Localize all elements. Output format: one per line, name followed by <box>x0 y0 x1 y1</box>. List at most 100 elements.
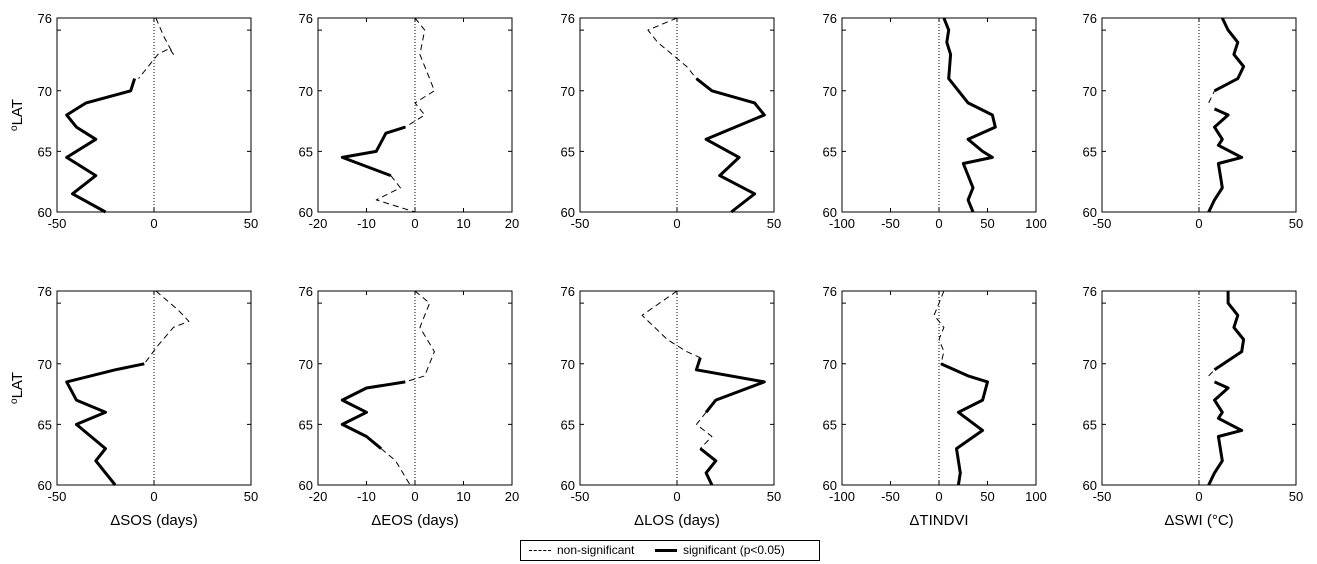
x-tick-label: 20 <box>505 489 519 504</box>
y-tick-label: 65 <box>823 417 837 432</box>
y-tick-label: 70 <box>561 357 575 372</box>
y-tick-label: 60 <box>561 205 575 220</box>
x-tick-label: -50 <box>881 489 900 504</box>
panel-1-4: -50 0 50 60 65 70 76 ΔSWI (°C) <box>1083 284 1304 529</box>
series-significant <box>65 362 145 486</box>
series-significant <box>942 17 997 213</box>
y-tick-label: 65 <box>299 144 313 159</box>
y-tick-label: 65 <box>299 417 313 432</box>
panel-0-1: -20 -10 0 10 20 60 65 70 76 <box>299 11 520 231</box>
x-tick-label: -50 <box>571 489 590 504</box>
y-axis-label: oLAT <box>9 99 27 131</box>
y-tick-label: 70 <box>823 84 837 99</box>
x-tick-label: 0 <box>1195 216 1202 231</box>
x-tick-label: 10 <box>456 216 470 231</box>
y-tick-label: 60 <box>299 478 313 493</box>
series-significant <box>340 380 406 450</box>
series-non-significant <box>1208 90 1215 104</box>
x-tick-label: 50 <box>1289 489 1303 504</box>
series-non-significant <box>143 290 190 365</box>
y-tick-label: 60 <box>823 205 837 220</box>
panel-1-0: -50 0 50 60 65 70 76 ΔSOS (days) <box>38 284 259 529</box>
series-significant <box>1207 380 1244 486</box>
axes-frame <box>317 17 513 213</box>
series-non-significant <box>405 17 435 128</box>
x-tick-label: 50 <box>980 216 994 231</box>
x-tick-label: 50 <box>244 489 258 504</box>
y-tick-label: 70 <box>299 357 313 372</box>
x-tick-label: -20 <box>309 216 328 231</box>
y-tick-label: 76 <box>38 11 52 26</box>
series-significant <box>1213 17 1246 93</box>
series-significant <box>694 357 766 414</box>
y-tick-label: 76 <box>561 284 575 299</box>
legend: non-significant significant (p<0.05) <box>520 540 820 561</box>
x-tick-label: 100 <box>1025 216 1047 231</box>
panel-0-2: -50 0 50 60 65 70 76 <box>561 11 782 231</box>
y-tick-label: 70 <box>1083 357 1097 372</box>
y-tick-label: 60 <box>299 205 313 220</box>
x-tick-label: -50 <box>48 216 67 231</box>
x-axis-label: ΔTINDVI <box>909 512 968 529</box>
panel-0-3: -100 -50 0 50 100 60 65 70 76 <box>823 11 1047 231</box>
series-significant <box>940 362 989 486</box>
x-tick-label: -100 <box>829 489 855 504</box>
y-tick-label: 76 <box>1083 284 1097 299</box>
legend-label-nonsig: non-significant <box>557 543 635 557</box>
y-tick-label: 60 <box>823 478 837 493</box>
series-significant <box>1213 291 1246 372</box>
panel-1-2: -50 0 50 60 65 70 76 ΔLOS (days) <box>561 284 782 529</box>
y-tick-label: 76 <box>561 11 575 26</box>
y-tick-label: 60 <box>38 205 52 220</box>
x-axis-label: ΔEOS (days) <box>371 512 459 529</box>
x-tick-label: 0 <box>935 216 942 231</box>
x-tick-label: 50 <box>244 216 258 231</box>
y-tick-label: 65 <box>1083 144 1097 159</box>
x-tick-label: 0 <box>150 216 157 231</box>
y-tick-label: 70 <box>823 357 837 372</box>
series-significant <box>1207 107 1244 213</box>
series-non-significant <box>1208 369 1215 377</box>
legend-label-sig: significant (p<0.05) <box>683 543 785 557</box>
panel-0-4: -50 0 50 60 65 70 76 <box>1083 11 1304 231</box>
y-tick-label: 76 <box>823 11 837 26</box>
x-tick-label: -50 <box>1093 216 1112 231</box>
x-axis-label: ΔSOS (days) <box>110 512 198 529</box>
legend-line-sig <box>655 549 677 552</box>
x-tick-label: 50 <box>980 489 994 504</box>
y-tick-label: 76 <box>299 11 313 26</box>
x-tick-label: -10 <box>357 489 376 504</box>
series-significant <box>695 77 766 214</box>
series-non-significant <box>375 175 416 213</box>
series-significant <box>340 125 406 178</box>
x-tick-label: 10 <box>456 489 470 504</box>
y-tick-label: 70 <box>1083 84 1097 99</box>
series-non-significant <box>933 290 945 364</box>
y-tick-label: 65 <box>561 144 575 159</box>
x-tick-label: 50 <box>767 489 781 504</box>
series-non-significant <box>405 290 435 383</box>
y-tick-label: 76 <box>38 284 52 299</box>
x-tick-label: 0 <box>935 489 942 504</box>
panel-1-3: -100 -50 0 50 100 60 65 70 76 ΔTINDVI <box>823 284 1047 529</box>
y-tick-label: 60 <box>1083 478 1097 493</box>
y-tick-label: 70 <box>38 357 52 372</box>
x-axis-label: ΔLOS (days) <box>634 512 720 529</box>
x-tick-label: -50 <box>881 216 900 231</box>
x-axis-label: ΔSWI (°C) <box>1164 512 1233 529</box>
y-tick-label: 76 <box>1083 11 1097 26</box>
panel-0-0: -50 0 50 60 65 70 76 <box>38 11 259 231</box>
series-non-significant <box>641 290 701 359</box>
y-tick-label: 70 <box>38 84 52 99</box>
y-tick-label: 70 <box>299 84 313 99</box>
y-tick-label: 76 <box>823 284 837 299</box>
y-tick-label: 76 <box>299 284 313 299</box>
axes-frame <box>1101 17 1297 213</box>
y-tick-label: 60 <box>561 478 575 493</box>
series-non-significant <box>695 411 713 449</box>
series-non-significant <box>380 448 411 486</box>
x-tick-label: 0 <box>411 489 418 504</box>
x-tick-label: -50 <box>48 489 67 504</box>
series-non-significant <box>647 17 697 79</box>
